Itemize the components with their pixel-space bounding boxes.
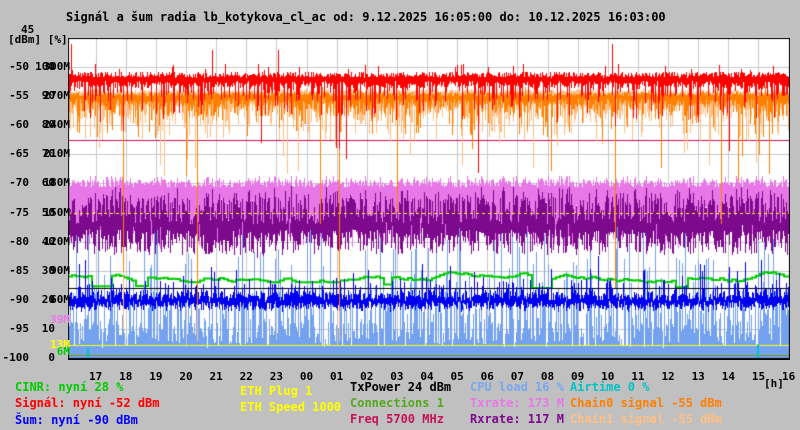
hour-tick-label: 21 — [209, 370, 223, 383]
legend-txpower: TxPower 24 dBm — [350, 380, 452, 394]
hour-tick-label: 19 — [149, 370, 163, 383]
legend-txrate: Txrate: 173 M — [470, 396, 564, 410]
hour-tick-label: 17 — [88, 370, 103, 383]
extra-rate-tick-label: 39M — [50, 313, 70, 327]
pct-tick-label: 90 — [41, 89, 55, 103]
legend-eth-plug: ETH Plug 1 — [240, 384, 313, 398]
pct-tick-label: 20 — [41, 292, 55, 306]
hour-tick-label: 13 — [691, 370, 705, 383]
rate-tick-label: 150M — [43, 205, 71, 219]
hour-tick-label: 14 — [721, 370, 735, 383]
rate-tick-label: 240M — [43, 118, 71, 132]
page-title: Signál a šum radia lb_kotykova_cl_ac od:… — [66, 10, 666, 24]
legend-signal: Signál: nyní -52 dBm — [15, 396, 160, 410]
dbm-tick-label: -50 — [9, 60, 29, 74]
hour-tick-label: 05 — [450, 370, 464, 383]
hour-tick-label: 09 — [571, 370, 585, 383]
dbm-tick-label: -80 — [9, 234, 29, 248]
dbm-tick-label: -90 — [9, 292, 29, 306]
legend-rxrate: Rxrate: 117 M — [470, 412, 564, 426]
dbm-tick-label: -85 — [9, 263, 29, 277]
hour-tick-label: 12 — [661, 370, 675, 383]
hour-tick-label: 15 — [751, 370, 766, 383]
pct-tick-label: 80 — [41, 118, 55, 132]
hour-tick-label: 04 — [420, 370, 434, 383]
signal-noise-chart-canvas — [68, 38, 790, 360]
hour-tick-label: 11 — [631, 370, 645, 383]
dbm-tick-label: -100 — [2, 351, 30, 364]
dbm-tick-label: -65 — [9, 147, 29, 161]
hour-tick-label: 22 — [239, 370, 253, 383]
hour-tick-label: 08 — [540, 370, 555, 383]
hour-tick-label: 07 — [510, 370, 525, 383]
pct-tick-label: 0 — [48, 351, 55, 364]
rate-tick-label: 210M — [43, 147, 71, 161]
rate-tick-label: 300M — [43, 60, 71, 74]
legend-airtime: Airtime 0 % — [570, 380, 650, 394]
y-axis-top-value: 45 — [21, 23, 35, 36]
legend-eth-speed: ETH Speed 1000 — [240, 400, 342, 414]
hour-tick-label: 20 — [179, 370, 193, 383]
hour-tick-label: 03 — [390, 370, 404, 383]
x-axis-unit-label: [h] — [764, 377, 784, 390]
rate-tick-label: 60M — [50, 292, 70, 306]
rate-tick-label: 90M — [50, 263, 70, 277]
legend-noise: Šum: nyní -90 dBm — [15, 413, 138, 427]
dbm-tick-label: -95 — [9, 321, 29, 335]
dbm-tick-label: -55 — [9, 89, 29, 103]
hour-tick-label: 02 — [360, 370, 374, 383]
rate-tick-label: 270M — [43, 89, 71, 103]
extra-rate-tick-label: 6M — [56, 345, 70, 359]
pct-tick-label: 40 — [41, 234, 55, 248]
legend-chain0: Chain0 signal -55 dBm — [570, 396, 722, 410]
hour-tick-label: 00 — [299, 370, 314, 383]
legend-chain1: Chain1 signal -55 dBm — [570, 412, 722, 426]
dbm-tick-label: -75 — [9, 205, 29, 219]
dbm-tick-label: -60 — [9, 118, 29, 132]
pct-tick-label: 10 — [41, 321, 55, 335]
pct-tick-label: 100 — [35, 60, 55, 74]
rate-tick-label: 180M — [43, 176, 71, 190]
hour-tick-label: 23 — [269, 370, 283, 383]
pct-tick-label: 50 — [41, 205, 55, 219]
hour-tick-label: 10 — [601, 370, 615, 383]
pct-tick-label: 70 — [41, 147, 55, 161]
rate-tick-label: 120M — [43, 234, 71, 248]
legend-cpu-load: CPU load 16 % — [470, 380, 564, 394]
pct-tick-label: 30 — [41, 263, 55, 277]
hour-tick-label: 18 — [119, 370, 133, 383]
legend-freq: Freq 5700 MHz — [350, 412, 444, 426]
hour-tick-label: 01 — [330, 370, 344, 383]
hour-tick-label: 16 — [781, 370, 796, 383]
hour-tick-label: 06 — [480, 370, 494, 383]
legend-cinr: CINR: nyní 28 % — [15, 380, 124, 394]
dbm-tick-label: -70 — [9, 176, 29, 190]
y-axis-units-label: [dBm] [%] — [8, 33, 68, 46]
pct-tick-label: 60 — [41, 176, 55, 190]
extra-rate-tick-label: 13M — [50, 338, 70, 352]
legend-connections: Connections 1 — [350, 396, 444, 410]
